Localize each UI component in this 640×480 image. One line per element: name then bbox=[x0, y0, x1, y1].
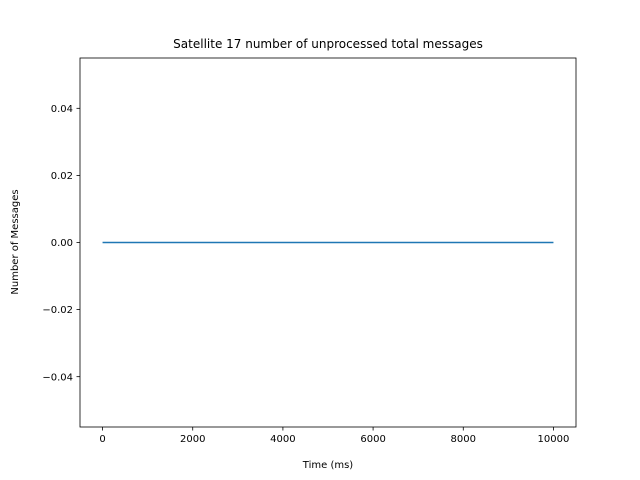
x-tick-label: 8000 bbox=[451, 434, 476, 445]
plot-area: 0 2000 4000 6000 8000 10000 −0.04 −0.02 0.00 0.02… bbox=[42, 57, 577, 445]
plot-frame bbox=[79, 57, 577, 428]
chart-title: Satellite 17 number of unprocessed total… bbox=[173, 37, 483, 51]
x-tick-label: 4000 bbox=[270, 434, 295, 445]
x-tick-label: 6000 bbox=[360, 434, 385, 445]
y-tick-label: 0.00 bbox=[51, 238, 73, 249]
y-tick-label: 0.04 bbox=[51, 104, 73, 115]
x-tick-label: 0 bbox=[99, 434, 105, 445]
x-axis-label: Time (ms) bbox=[302, 460, 354, 471]
y-axis-label: Number of Messages bbox=[10, 189, 21, 294]
x-tick-label: 10000 bbox=[538, 434, 570, 445]
y-tick-label: −0.04 bbox=[42, 372, 73, 383]
y-tick-label: −0.02 bbox=[42, 305, 73, 316]
y-tick-label: 0.02 bbox=[51, 171, 73, 182]
x-tick-label: 2000 bbox=[180, 434, 205, 445]
